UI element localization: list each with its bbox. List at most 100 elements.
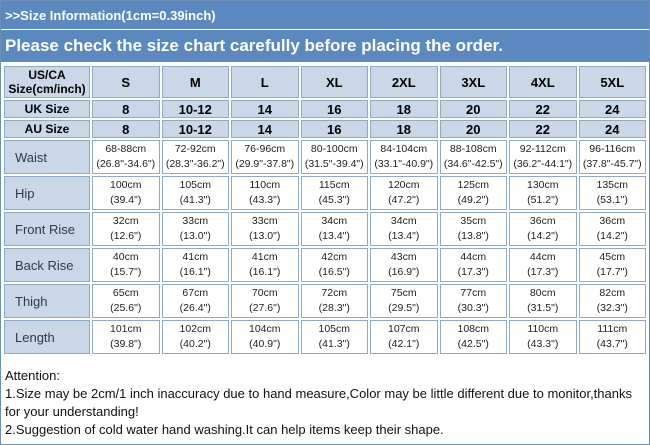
size-header-4xl: 4XL: [509, 66, 577, 98]
length-cell: 101cm (39.8"): [92, 320, 160, 354]
front-rise-row: Front Rise 32cm (12.6") 33cm (13.0") 33cm (13.…: [4, 212, 646, 246]
au-size-value: 22: [509, 120, 577, 138]
front-rise-label: Front Rise: [4, 212, 90, 246]
back-rise-cm-value: 44cm: [460, 251, 487, 263]
length-inch-value: (43.3"): [527, 338, 559, 350]
length-inch-value: (40.9"): [249, 338, 281, 350]
length-cm-value: 101cm: [109, 323, 142, 335]
length-cm-value: 110cm: [527, 323, 559, 335]
thigh-label: Thigh: [4, 284, 90, 318]
length-cell: 102cm (40.2"): [161, 320, 229, 354]
length-inch-value: (39.8"): [110, 338, 142, 350]
back-rise-inch-value: (17.3"): [527, 266, 559, 278]
front-rise-inch-value: (13.4"): [388, 230, 420, 242]
front-rise-cell: 36cm (14.2"): [578, 212, 646, 246]
back-rise-cm-value: 45cm: [599, 251, 626, 263]
uk-size-value: 16: [300, 100, 368, 118]
waist-inch-value: (26.8"-34.6"): [96, 158, 156, 170]
back-rise-cm-value: 41cm: [182, 251, 209, 263]
waist-inch-value: (28.3"-36.2"): [165, 158, 225, 170]
hip-cell: 115cm (45.3"): [300, 176, 368, 210]
length-cell: 107cm (42.1"): [370, 320, 438, 354]
hip-cm-value: 110cm: [249, 179, 281, 191]
waist-cm-value: 80-100cm: [310, 143, 358, 155]
corner-line-1: US/CA: [28, 68, 66, 82]
back-rise-inch-value: (17.7"): [596, 266, 628, 278]
front-rise-inch-value: (14.2"): [527, 230, 559, 242]
waist-inch-value: (33.1"-40.9"): [374, 158, 434, 170]
thigh-cm-value: 72cm: [321, 287, 348, 299]
front-rise-inch-value: (13.8"): [457, 230, 489, 242]
thigh-cell: 65cm (25.6"): [92, 284, 160, 318]
length-cm-value: 102cm: [179, 323, 211, 335]
length-cm-value: 104cm: [248, 323, 281, 335]
length-inch-value: (41.3"): [318, 338, 350, 350]
back-rise-cell: 41cm (16.1"): [231, 248, 299, 282]
uk-size-value: 10-12: [161, 100, 229, 118]
hip-cell: 110cm (43.3"): [231, 176, 299, 210]
hip-inch-value: (43.3"): [249, 194, 281, 206]
thigh-inch-value: (30.3"): [457, 302, 489, 314]
front-rise-cm-value: 35cm: [460, 215, 487, 227]
back-rise-cell: 44cm (17.3"): [509, 248, 577, 282]
length-cell: 110cm (43.3"): [509, 320, 577, 354]
thigh-inch-value: (25.6"): [110, 302, 142, 314]
length-cell: 108cm (42.5"): [439, 320, 507, 354]
thigh-cm-value: 77cm: [460, 287, 487, 299]
waist-cm-value: 96-116cm: [589, 143, 636, 155]
hip-cell: 135cm (53.1"): [578, 176, 646, 210]
back-rise-inch-value: (16.1"): [179, 266, 211, 278]
uk-size-label: UK Size: [4, 100, 90, 118]
attention-notes: Attention: 1.Size may be 2cm/1 inch inac…: [1, 367, 649, 439]
hip-inch-value: (47.2"): [388, 194, 420, 206]
back-rise-inch-value: (16.9"): [388, 266, 420, 278]
thigh-inch-value: (27.6"): [249, 302, 281, 314]
length-inch-value: (40.2"): [179, 338, 211, 350]
length-cell: 104cm (40.9"): [231, 320, 299, 354]
hip-inch-value: (51.2"): [527, 194, 559, 206]
size-corner-cell: US/CA Size(cm/inch): [4, 66, 90, 98]
back-rise-cm-value: 44cm: [529, 251, 556, 263]
back-rise-cell: 42cm (16.5"): [300, 248, 368, 282]
front-rise-cell: 34cm (13.4"): [370, 212, 438, 246]
size-chart-notice: Please check the size chart carefully be…: [1, 30, 649, 62]
uk-size-value: 24: [578, 100, 646, 118]
back-rise-cm-value: 40cm: [112, 251, 139, 263]
thigh-cell: 72cm (28.3"): [300, 284, 368, 318]
uk-size-value: 8: [92, 100, 160, 118]
hip-cm-value: 105cm: [179, 179, 211, 191]
hip-cell: 120cm (47.2"): [370, 176, 438, 210]
waist-cell: 92-112cm (36.2"-44.1"): [509, 140, 577, 174]
hip-inch-value: (41.3"): [179, 194, 211, 206]
length-row: Length 101cm (39.8") 102cm (40.2") 104cm (40.9…: [4, 320, 646, 354]
front-rise-cm-value: 33cm: [251, 215, 278, 227]
waist-cm-value: 72-92cm: [174, 143, 216, 155]
back-rise-cell: 41cm (16.1"): [161, 248, 229, 282]
front-rise-cell: 36cm (14.2"): [509, 212, 577, 246]
length-cm-value: 107cm: [387, 323, 420, 335]
front-rise-cell: 33cm (13.0"): [161, 212, 229, 246]
size-header-3xl: 3XL: [439, 66, 507, 98]
thigh-inch-value: (28.3"): [318, 302, 350, 314]
front-rise-cm-value: 36cm: [599, 215, 626, 227]
thigh-cm-value: 67cm: [182, 287, 209, 299]
hip-inch-value: (49.2"): [457, 194, 489, 206]
waist-inch-value: (37.8"-45.7"): [582, 158, 642, 170]
hip-cell: 100cm (39.4"): [92, 176, 160, 210]
thigh-cell: 77cm (30.3"): [439, 284, 507, 318]
back-rise-inch-value: (15.7"): [110, 266, 142, 278]
au-size-label: AU Size: [4, 120, 90, 138]
front-rise-cell: 33cm (13.0"): [231, 212, 299, 246]
thigh-inch-value: (26.4"): [179, 302, 211, 314]
length-inch-value: (42.1"): [388, 338, 420, 350]
waist-inch-value: (34.6"-42.5"): [443, 158, 503, 170]
waist-cm-value: 92-112cm: [519, 143, 566, 155]
thigh-row: Thigh 65cm (25.6") 67cm (26.4") 70cm (27.6") 72…: [4, 284, 646, 318]
waist-cm-value: 68-88cm: [105, 143, 147, 155]
waist-cm-value: 84-104cm: [380, 143, 428, 155]
size-header-row: US/CA Size(cm/inch) S M L XL 2XL 3XL 4XL 5XL: [4, 66, 646, 98]
au-size-value: 8: [92, 120, 160, 138]
au-size-value: 14: [231, 120, 299, 138]
thigh-cell: 67cm (26.4"): [161, 284, 229, 318]
front-rise-cm-value: 32cm: [112, 215, 139, 227]
